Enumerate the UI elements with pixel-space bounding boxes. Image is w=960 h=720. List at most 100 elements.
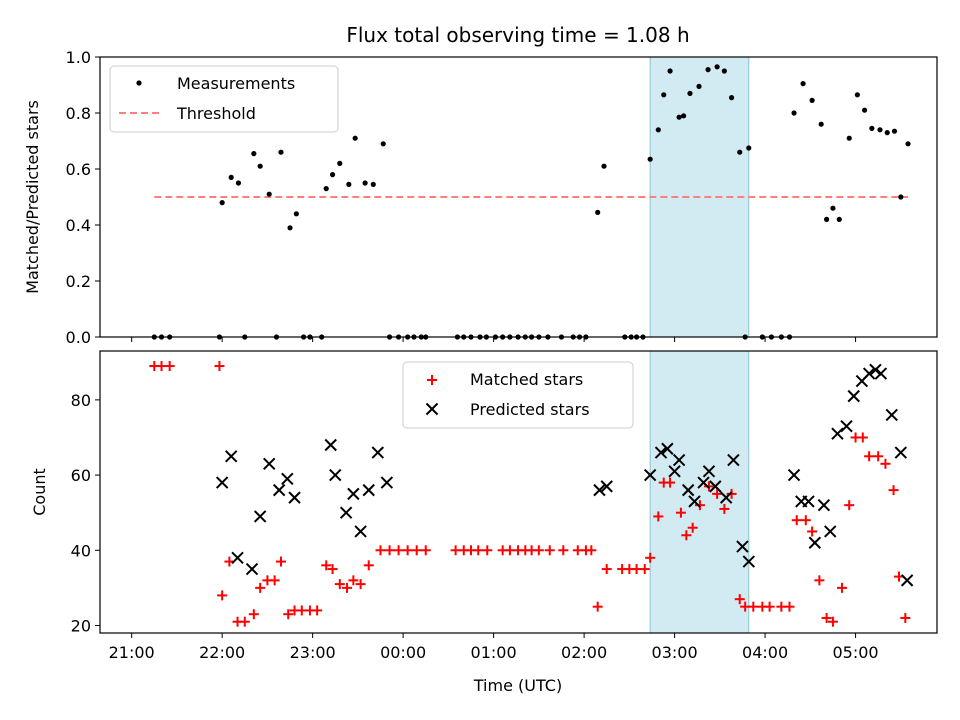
measurement-point (714, 64, 720, 70)
measurement-point (905, 141, 911, 147)
matched-star-point (748, 601, 759, 612)
bottom-legend: Matched stars Predicted stars (402, 361, 634, 429)
measurement-point (737, 149, 743, 155)
measurement-point (877, 127, 883, 133)
matched-star-point (694, 500, 705, 511)
predicted-star-point (702, 465, 716, 478)
legend-measurements-marker (136, 80, 142, 86)
bottom-highlight-region (649, 350, 750, 634)
matched-star-point (269, 575, 280, 586)
measurement-point (595, 209, 601, 215)
measurement-point (676, 114, 682, 120)
predicted-star-point (324, 438, 337, 452)
measurement-point (800, 81, 806, 87)
predicted-star-point (643, 468, 657, 482)
predicted-star-point (719, 491, 733, 504)
measurement-point (647, 156, 653, 162)
top-y-axis-label: Matched/Predicted stars (23, 100, 42, 294)
predicted-star-point (272, 483, 286, 497)
matched-star-point (821, 612, 832, 623)
measurement-point (809, 97, 815, 103)
matched-star-point (312, 605, 323, 616)
matched-star-point (873, 451, 884, 462)
measurement-point (869, 125, 875, 131)
matched-star-point (544, 545, 555, 556)
matched-star-point (726, 488, 737, 499)
predicted-star-point (742, 555, 755, 568)
predicted-star-point (593, 483, 606, 497)
matched-star-point (558, 545, 569, 556)
matched-star-point (734, 594, 745, 605)
bottom-x-tick-label: 04:00 (742, 643, 788, 662)
legend-threshold-label: Threshold (176, 104, 256, 123)
predicted-star-point (329, 468, 342, 482)
measurement-point (846, 135, 852, 141)
bottom-y-axis: 20 40 60 80 (71, 391, 100, 635)
bottom-x-axis: 21:00 22:00 23:00 00:00 01:00 02:00 03:00 04:00… (109, 633, 879, 662)
measurement-point (862, 107, 868, 113)
matched-star-point (764, 601, 775, 612)
bottom-x-tick-label: 02:00 (561, 643, 607, 662)
measurement-point (661, 92, 667, 98)
bottom-y-tick-label: 20 (71, 616, 91, 635)
top-y-tick-label: 0.2 (66, 272, 91, 291)
matched-star-point (719, 503, 730, 514)
measurement-point (219, 200, 225, 206)
top-y-tick-label: 0.4 (66, 216, 91, 235)
matched-star-point (321, 560, 332, 571)
measurement-point (287, 225, 293, 231)
measurement-point (836, 216, 842, 222)
predicted-star-point (231, 551, 244, 565)
measurement-point (884, 130, 890, 136)
predicted-star-point (661, 442, 674, 455)
predicted-star-point (787, 468, 801, 482)
predicted-star-point (709, 480, 722, 493)
matched-star-point (791, 515, 802, 526)
top-legend-box (109, 65, 339, 133)
measurement-point (362, 180, 368, 186)
measurement-point (696, 83, 702, 89)
predicted-star-point (288, 491, 301, 504)
measurement-point (824, 216, 830, 222)
bottom-y-tick-label: 40 (71, 541, 91, 560)
matched-star-point (827, 616, 838, 627)
legend-matched-marker (427, 375, 437, 385)
predicted-star-point (847, 389, 860, 403)
predicted-star-point (215, 476, 229, 489)
predicted-star-point (688, 495, 701, 508)
measurement-point (681, 113, 687, 119)
measurement-point (323, 186, 329, 192)
measurement-point (818, 121, 824, 127)
bottom-panel: 20 40 60 80 21:00 22:00 23:00 00:00 01:00 02:00 0… (30, 350, 938, 695)
predicted-star-point (840, 419, 853, 433)
measurement-point (235, 180, 242, 186)
top-y-tick-label: 0.8 (66, 104, 91, 123)
matched-star-point (384, 545, 395, 556)
bottom-x-tick-label: 23:00 (290, 643, 336, 662)
matched-star-point (836, 582, 847, 593)
matched-star-point (473, 545, 484, 556)
measurement-point (667, 68, 673, 74)
measurement-point (337, 160, 343, 166)
predicted-star-point (654, 446, 668, 459)
bottom-x-tick-label: 01:00 (471, 643, 517, 662)
measurement-point (257, 163, 263, 169)
legend-measurements-label: Measurements (177, 74, 295, 93)
predicted-star-point (824, 525, 837, 538)
matched-star-point (375, 545, 386, 556)
measurement-point (228, 174, 234, 180)
matched-star-point (665, 477, 676, 488)
matched-star-point (592, 601, 603, 612)
top-y-axis: 0.0 0.2 0.4 0.6 0.8 1.0 (66, 48, 100, 347)
predicted-star-point (874, 367, 888, 380)
measurement-point (891, 128, 898, 134)
predicted-star-point (668, 465, 681, 478)
matched-star-point (784, 601, 795, 612)
matched-star-point (888, 485, 899, 496)
matched-star-point (342, 582, 353, 593)
matched-star-point (239, 616, 250, 627)
legend-predicted-marker (425, 402, 439, 416)
matched-star-point (482, 545, 493, 556)
matched-star-point (814, 575, 825, 586)
predicted-star-point (224, 450, 238, 463)
